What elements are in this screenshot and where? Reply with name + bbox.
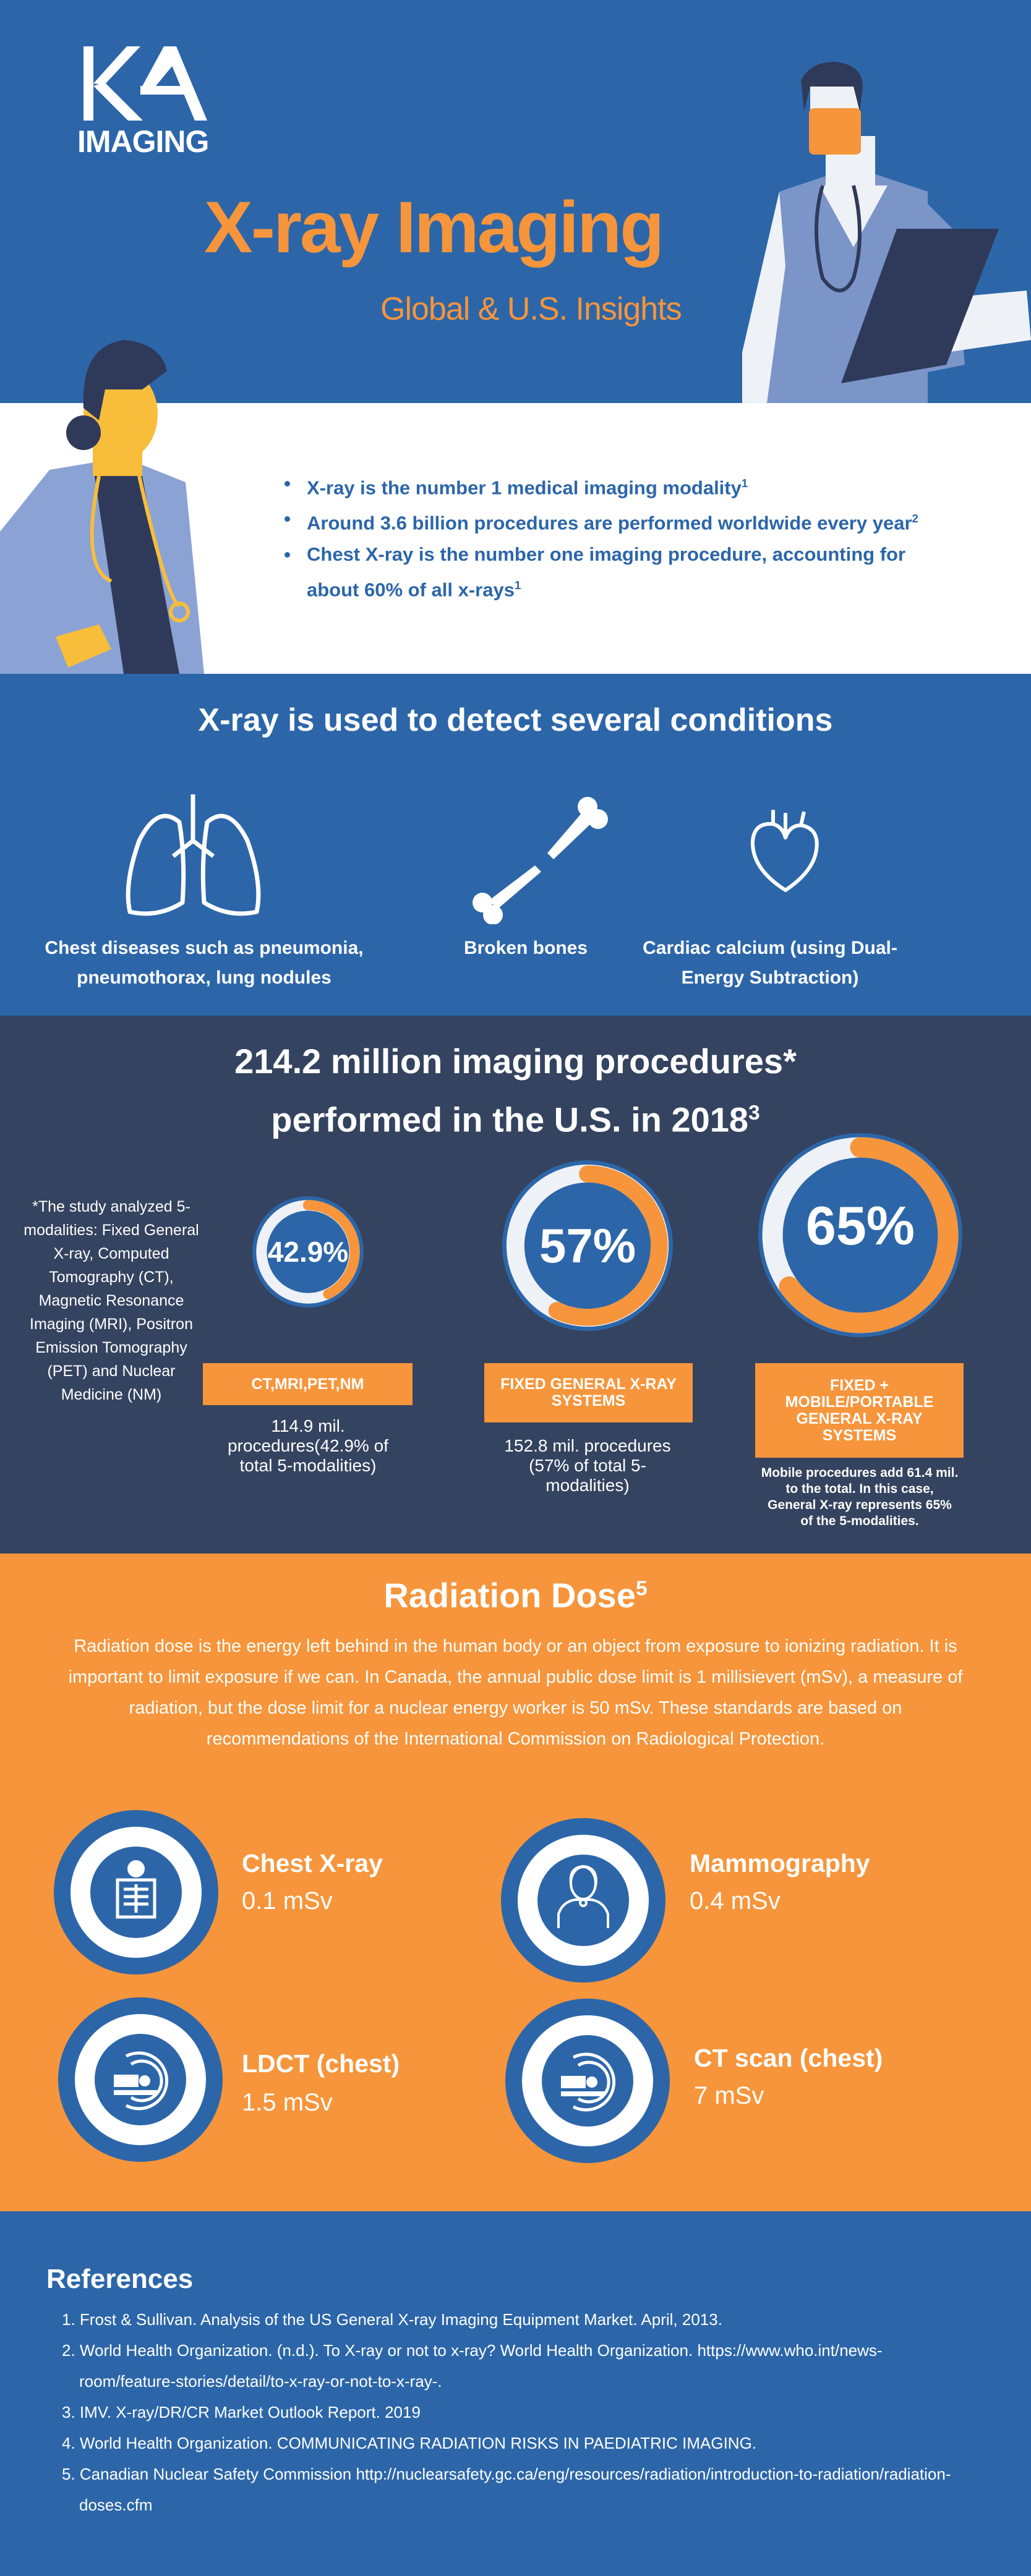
condition-label-bones: Broken bones (463, 938, 588, 958)
reference-item: 1. Frost & Sullivan. Analysis of the US … (62, 2310, 722, 2329)
dose-name: Chest X-ray (242, 1849, 383, 1877)
stat-description: 152.8 mil. procedures (57% of total 5-mo… (504, 1436, 671, 1495)
references-section: References 1. Frost & Sullivan. Analysis… (0, 2211, 1031, 2576)
donut-inner (782, 1157, 938, 1313)
ct-scanner-icon (505, 1999, 670, 2163)
intro-bullet: X-ray is the number 1 medical imaging mo… (284, 468, 925, 503)
reference-item: 4. World Health Organization. COMMUNICAT… (62, 2434, 757, 2452)
stats-footnote: *The study analyzed 5-modalities: Fixed … (24, 1198, 199, 1403)
donut-chart-fixed: 57% (502, 1160, 673, 1331)
dose-value: 1.5 mSv (242, 2089, 333, 2116)
dose-value: 0.1 mSv (242, 1887, 333, 1915)
header-section: IMAGING X-ray Imaging Global & U.S. Insi… (0, 0, 1031, 403)
category-label: FIXED GENERAL X-RAY SYSTEMS (484, 1363, 693, 1422)
radiation-section: Radiation Dose5 Radiation dose is the en… (0, 1554, 1031, 2211)
donut-chart-ct-mri: 42.9% (252, 1196, 364, 1307)
mammography-icon (501, 1818, 665, 1983)
references-title: References (46, 2264, 194, 2294)
reference-item: 5. Canadian Nuclear Safety Commission ht… (62, 2465, 951, 2514)
stat-description: 114.9 mil. procedures(42.9% of total 5-m… (228, 1416, 388, 1475)
ct-scanner-icon (58, 1997, 223, 2162)
stats-section: 214.2 million imaging procedures* perform… (0, 1016, 1031, 1554)
intro-bullet: Around 3.6 billion procedures are perfor… (284, 503, 925, 538)
conditions-section: X-ray is used to detect several conditio… (0, 674, 1031, 1016)
heart-icon (750, 810, 819, 892)
page-title: X-ray Imaging (204, 187, 664, 268)
condition-label-cardiac: Cardiac calcium (using Dual-Energy Subtr… (643, 938, 897, 988)
condition-label-chest: Chest diseases such as pneumonia, pneumo… (45, 938, 364, 988)
chest-xray-icon (54, 1810, 218, 1975)
category-label: FIXED + MOBILE/PORTABLE GENERAL X-RAY SY… (755, 1363, 964, 1458)
donut-arc (256, 1200, 360, 1304)
dose-name: CT scan (chest) (694, 2044, 883, 2072)
logo-text: IMAGING (77, 124, 209, 159)
dose-value: 0.4 mSv (690, 1887, 781, 1915)
stats-title: 214.2 million imaging procedures* perform… (234, 1042, 797, 1139)
conditions-title: X-ray is used to detect several conditio… (198, 702, 833, 738)
references-list: 1. Frost & Sullivan. Analysis of the US … (62, 2304, 965, 2520)
ka-logo-icon (83, 46, 207, 121)
intro-bullet-list: X-ray is the number 1 medical imaging mo… (284, 468, 925, 605)
donut-inner (524, 1182, 651, 1309)
donut-percent: 57% (539, 1218, 636, 1273)
donut-percent: 42.9% (267, 1236, 349, 1268)
intro-bullet: Chest X-ray is the number one imaging pr… (284, 539, 925, 605)
reference-item: 3. IMV. X-ray/DR/CR Market Outlook Repor… (62, 2403, 421, 2421)
intro-section: X-ray is the number 1 medical imaging mo… (0, 340, 1031, 674)
dose-name: Mammography (690, 1849, 870, 1877)
dose-name: LDCT (chest) (242, 2049, 400, 2078)
dose-value: 7 mSv (694, 2082, 764, 2109)
radiation-title: Radiation Dose5 (383, 1576, 648, 1615)
lungs-icon (126, 794, 261, 916)
page-subtitle: Global & U.S. Insights (380, 291, 682, 327)
donut-arc (507, 1165, 668, 1326)
female-doctor-illustration (0, 340, 204, 674)
donut-arc (762, 1137, 959, 1333)
reference-item: 2. World Health Organization. (n.d.). To… (62, 2341, 883, 2391)
donut-chart-fixed-mobile: 65% (758, 1133, 962, 1337)
stat-description: Mobile procedures add 61.4 mil. to the t… (761, 1466, 959, 1528)
donut-percent: 65% (805, 1195, 915, 1256)
radiation-paragraph: Radiation dose is the energy left behind… (68, 1636, 963, 1749)
broken-bone-icon (473, 797, 608, 924)
male-doctor-illustration (742, 62, 1031, 403)
category-label: CT,MRI,PET,NM (203, 1363, 413, 1405)
donut-inner (267, 1210, 349, 1293)
